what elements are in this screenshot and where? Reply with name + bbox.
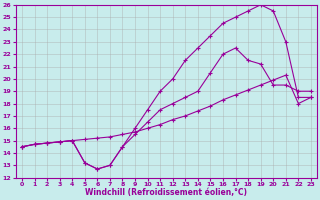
- X-axis label: Windchill (Refroidissement éolien,°C): Windchill (Refroidissement éolien,°C): [85, 188, 247, 197]
